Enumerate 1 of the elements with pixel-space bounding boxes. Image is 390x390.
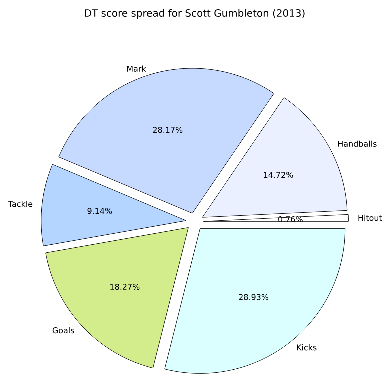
chart-title: DT score spread for Scott Gumbleton (2013) — [85, 9, 305, 19]
